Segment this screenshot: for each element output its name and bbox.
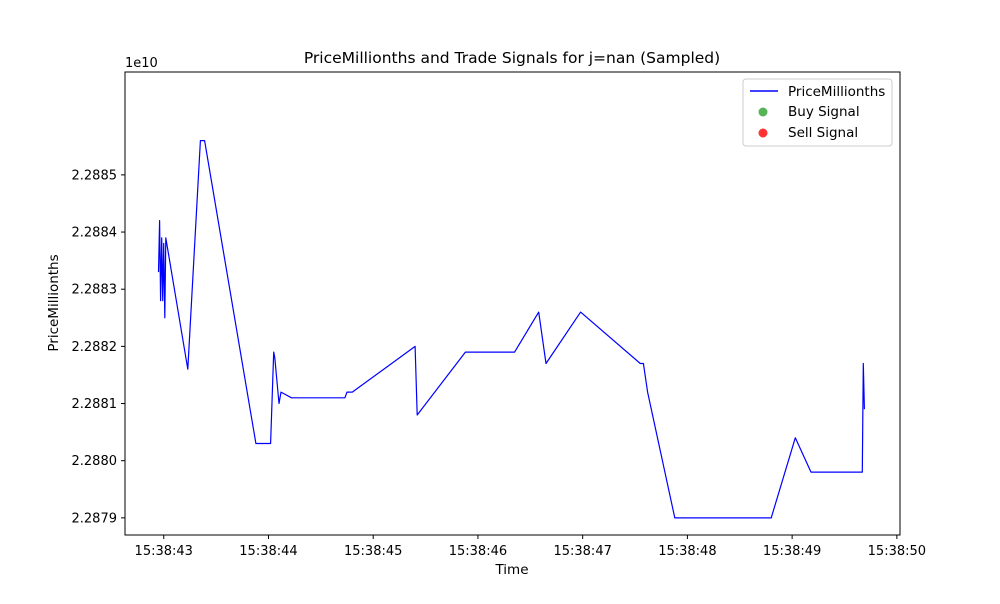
y-axis-label: PriceMillionths [46, 254, 62, 351]
y-tick-label: 2.2883 [72, 283, 118, 298]
plot-area [124, 71, 901, 536]
legend-label-price: PriceMillionths [788, 84, 885, 100]
price-line [157, 140, 865, 519]
y-tick-label: 2.2879 [72, 511, 118, 526]
y-tick-label: 2.2881 [72, 397, 118, 412]
y-tick-label: 2.2882 [72, 340, 118, 355]
x-tick-label: 15:38:45 [344, 544, 402, 559]
x-tick-label: 15:38:46 [449, 544, 507, 559]
x-tick-label: 15:38:43 [135, 544, 193, 559]
x-tick-label: 15:38:50 [868, 544, 926, 559]
axes-frame [124, 71, 901, 536]
x-tick-label: 15:38:47 [553, 544, 611, 559]
chart-title: PriceMillionths and Trade Signals for j=… [304, 49, 720, 67]
legend-box [742, 78, 893, 147]
series-layer [157, 140, 865, 519]
legend: PriceMillionths Buy Signal Sell Signal [742, 78, 893, 147]
x-axis-ticks: 15:38:43 15:38:44 15:38:45 15:38:46 15:38:47… [135, 535, 926, 559]
y-axis-ticks: 2.2879 2.2880 2.2881 2.2882 2.2883 2.2884 2.28… [72, 168, 125, 526]
y-tick-label: 2.2880 [72, 454, 118, 469]
y-tick-label: 2.2885 [72, 168, 118, 183]
legend-label-buy: Buy Signal [788, 104, 860, 120]
legend-buy-marker [758, 107, 768, 117]
x-tick-label: 15:38:48 [658, 544, 716, 559]
x-tick-label: 15:38:44 [239, 544, 297, 559]
x-tick-label: 15:38:49 [763, 544, 821, 559]
legend-label-sell: Sell Signal [788, 125, 858, 141]
y-offset-label: 1e10 [125, 56, 158, 71]
x-axis-label: Time [494, 562, 528, 578]
y-tick-label: 2.2884 [72, 226, 118, 241]
legend-sell-marker [758, 128, 768, 138]
